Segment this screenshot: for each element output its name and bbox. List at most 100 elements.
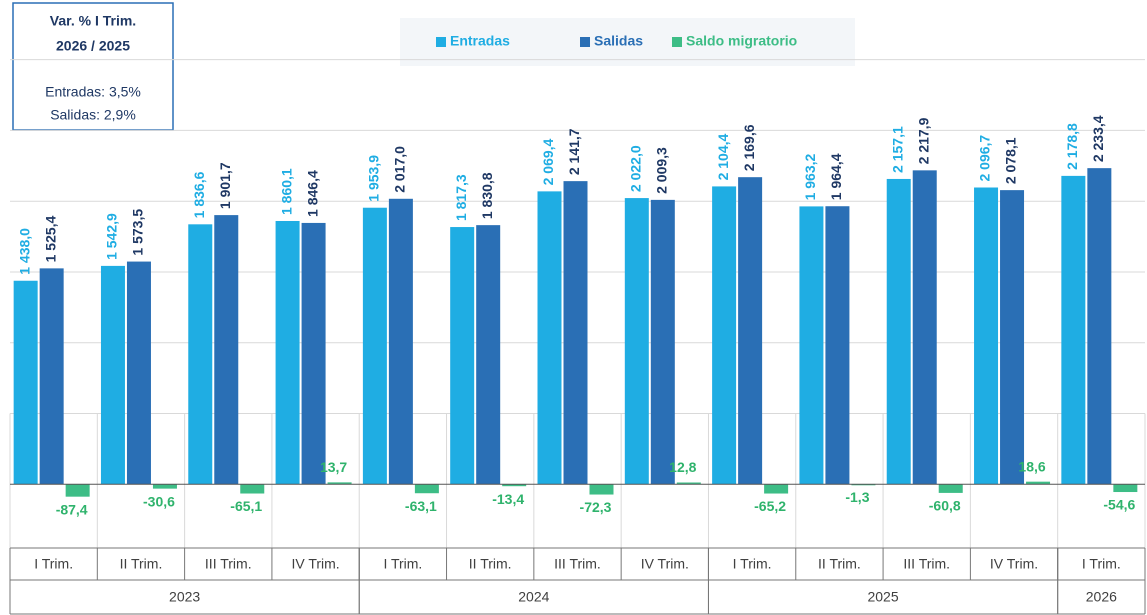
data-label: 1 542,9	[104, 213, 120, 260]
data-label: 2 104,4	[715, 133, 731, 180]
bar	[13, 280, 38, 485]
bar	[388, 198, 413, 485]
annotation-text: Salidas: 2,9%	[50, 107, 136, 123]
data-label: -30,6	[143, 493, 175, 509]
data-label: 1 573,5	[130, 209, 146, 256]
legend-label: Entradas	[450, 33, 510, 49]
bar	[39, 268, 64, 485]
bar	[563, 181, 588, 485]
group-label: 2025	[867, 589, 898, 605]
bar	[974, 187, 999, 485]
data-label: 18,6	[1018, 458, 1045, 474]
x-tick-label: III Trim.	[554, 556, 601, 572]
bar	[624, 198, 649, 485]
group-label: 2024	[518, 589, 549, 605]
x-tick-label: III Trim.	[903, 556, 950, 572]
bar	[912, 170, 937, 485]
annotation-title: 2026 / 2025	[56, 38, 130, 54]
bar	[152, 484, 177, 489]
data-label: 2 069,4	[540, 138, 556, 185]
data-label: 2 078,1	[1003, 137, 1019, 184]
x-tick-label: IV Trim.	[990, 556, 1038, 572]
data-label: 1 817,3	[453, 174, 469, 221]
data-label: 2 141,7	[566, 128, 582, 175]
data-label: 2 233,4	[1090, 115, 1106, 162]
bar	[825, 206, 850, 485]
bar	[1113, 484, 1138, 493]
x-tick-label: I Trim.	[1082, 556, 1121, 572]
data-label: 12,8	[669, 459, 696, 475]
bar	[1087, 168, 1112, 485]
bar	[886, 178, 911, 485]
data-label: 2 217,9	[915, 117, 931, 164]
data-label: -54,6	[1103, 497, 1135, 513]
data-label: 1 860,1	[278, 168, 294, 215]
data-label: -65,1	[230, 498, 262, 514]
bar	[65, 484, 90, 497]
bar	[650, 199, 675, 485]
bar	[799, 206, 824, 485]
data-label: -60,8	[929, 498, 961, 514]
bar	[764, 484, 789, 494]
group-label: 2026	[1086, 589, 1117, 605]
bar	[476, 225, 501, 485]
bar	[676, 482, 701, 485]
x-tick-label: IV Trim.	[641, 556, 689, 572]
data-label: 13,7	[320, 459, 347, 475]
data-label: 1 964,4	[828, 153, 844, 200]
data-label: 1 438,0	[16, 228, 32, 275]
data-label: 1 953,9	[366, 155, 382, 202]
x-tick-label: IV Trim.	[291, 556, 339, 572]
legend-swatch	[436, 37, 446, 47]
data-label: 2 096,7	[977, 135, 993, 182]
data-label: 1 846,4	[304, 170, 320, 217]
x-tick-label: II Trim.	[818, 556, 861, 572]
data-label: 2 017,0	[392, 146, 408, 193]
bar	[1061, 175, 1086, 485]
legend-box	[400, 18, 855, 66]
data-label: 2 009,3	[654, 147, 670, 194]
x-tick-label: I Trim.	[34, 556, 73, 572]
bar	[327, 482, 352, 485]
x-tick-label: II Trim.	[469, 556, 512, 572]
x-tick-label: I Trim.	[383, 556, 422, 572]
bar	[414, 484, 439, 494]
data-label: -13,4	[492, 491, 524, 507]
bar	[537, 191, 562, 485]
legend-swatch	[580, 37, 590, 47]
data-label: 1 963,2	[802, 153, 818, 200]
x-tick-label: III Trim.	[205, 556, 252, 572]
bar	[1000, 190, 1025, 485]
data-label: 1 525,4	[42, 215, 58, 262]
data-label: -87,4	[56, 501, 88, 517]
data-label: 1 901,7	[217, 162, 233, 209]
bar	[738, 177, 763, 485]
bar	[362, 207, 387, 485]
annotation-box	[12, 2, 174, 131]
data-label: 2 022,0	[628, 145, 644, 192]
bar	[450, 227, 475, 485]
data-label: 2 178,8	[1064, 123, 1080, 170]
annotation-text: Entradas: 3,5%	[45, 84, 141, 100]
group-label: 2023	[169, 589, 200, 605]
data-label: -63,1	[405, 498, 437, 514]
data-label: 2 157,1	[889, 126, 905, 173]
data-label: 1 830,8	[479, 172, 495, 219]
bar	[100, 265, 125, 485]
data-label: -72,3	[580, 499, 612, 515]
x-tick-label: I Trim.	[733, 556, 772, 572]
bar	[275, 220, 300, 485]
bar	[712, 186, 737, 485]
legend-label: Salidas	[594, 33, 643, 49]
data-label: 1 836,6	[191, 171, 207, 218]
bar	[589, 484, 614, 495]
bar	[214, 215, 239, 485]
bar	[938, 484, 963, 493]
bar	[301, 222, 326, 485]
data-label: -65,2	[754, 498, 786, 514]
bar	[240, 484, 265, 494]
legend: Entradas Salidas Saldo migratorio	[436, 33, 797, 49]
bar	[188, 224, 213, 485]
data-label: 2 169,6	[741, 124, 757, 171]
